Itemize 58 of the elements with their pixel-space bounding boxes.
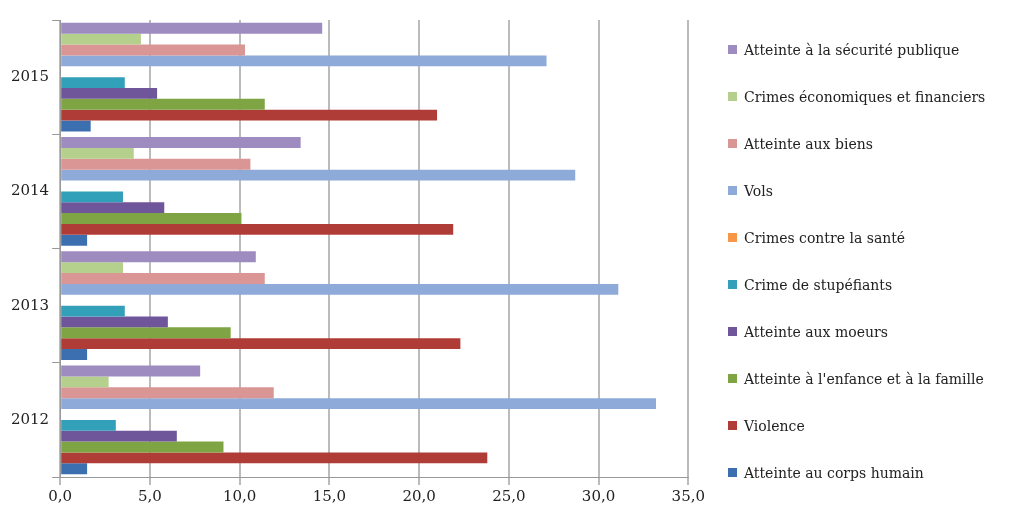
x-tick-label: 0,0	[48, 486, 73, 505]
x-tick-label: 30,0	[581, 486, 616, 505]
y-tick-label: 2013	[10, 295, 50, 314]
bar	[61, 430, 177, 442]
bar	[61, 441, 224, 453]
legend-label: Vols	[744, 182, 773, 199]
y-tick-label: 2012	[10, 409, 50, 428]
legend-label: Atteinte au corps humain	[744, 464, 924, 481]
x-tick-label: 5,0	[137, 486, 162, 505]
bar	[61, 273, 265, 284]
bar	[61, 365, 201, 377]
bar	[61, 109, 438, 121]
legend-label: Crime de stupéfiants	[744, 276, 893, 293]
bar	[61, 234, 88, 246]
x-tick-label: 20,0	[402, 486, 436, 505]
bar	[61, 452, 488, 464]
bar	[61, 262, 123, 274]
bar	[61, 87, 158, 99]
bar	[61, 22, 323, 34]
bar	[61, 77, 125, 88]
y-tick-label: 2014	[10, 181, 50, 200]
bar	[61, 120, 91, 132]
bar	[61, 213, 242, 224]
bar	[61, 55, 547, 67]
bar	[61, 316, 168, 328]
bar	[61, 223, 454, 235]
bar	[61, 327, 231, 339]
x-tick-label: 25,0	[492, 486, 526, 505]
bar	[61, 463, 88, 475]
bar	[61, 251, 256, 263]
bar	[61, 338, 461, 350]
legend-label: Atteinte à l'enfance et à la famille	[744, 370, 984, 387]
legend-label: Crimes économiques et financiers	[744, 88, 986, 105]
legend-label: Atteinte aux biens	[744, 135, 873, 152]
bar	[61, 169, 576, 181]
legend-label: Atteinte à la sécurité publique	[744, 41, 960, 58]
bar	[61, 191, 123, 203]
legend-label: Violence	[744, 417, 805, 434]
legend-label: Crimes contre la santé	[744, 229, 906, 246]
bar	[61, 376, 109, 388]
bar	[61, 419, 116, 431]
bar	[61, 158, 251, 170]
y-tick-label: 2015	[10, 67, 50, 86]
bar	[61, 33, 141, 45]
bar	[61, 398, 656, 410]
bar	[61, 387, 274, 399]
x-tick-label: 35,0	[671, 486, 705, 505]
bar	[61, 98, 265, 110]
x-tick-label: 10,0	[222, 486, 257, 505]
bar	[61, 283, 619, 295]
legend-label: Atteinte aux moeurs	[744, 323, 888, 340]
bar	[61, 202, 165, 214]
bar	[61, 305, 125, 317]
bar	[61, 147, 134, 159]
x-tick-label: 15,0	[312, 486, 347, 505]
bar	[61, 44, 246, 56]
bar	[61, 349, 88, 360]
bar	[61, 137, 301, 148]
